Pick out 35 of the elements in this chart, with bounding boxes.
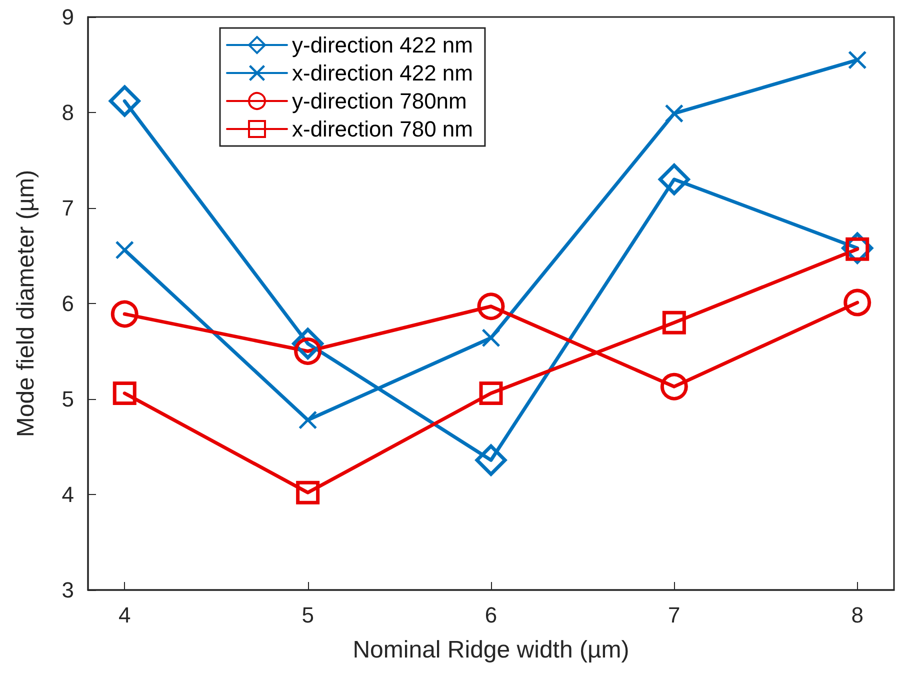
point bbox=[665, 104, 684, 122]
y-tick-label: 8 bbox=[62, 100, 74, 125]
point bbox=[660, 372, 688, 400]
point bbox=[298, 411, 317, 430]
point bbox=[844, 288, 872, 316]
y-tick-label: 6 bbox=[62, 291, 74, 316]
y-tick-label: 4 bbox=[62, 482, 74, 507]
point bbox=[848, 50, 866, 69]
point bbox=[292, 328, 324, 360]
point bbox=[116, 241, 134, 260]
legend-label: y-direction 780nm bbox=[292, 88, 467, 114]
x-tick-label: 7 bbox=[668, 602, 680, 628]
point bbox=[482, 328, 500, 347]
point bbox=[110, 300, 138, 328]
legend-label: x-direction 780 nm bbox=[292, 116, 473, 142]
y-tick-label: 7 bbox=[62, 196, 74, 220]
legend-label: x-direction 422 nm bbox=[292, 60, 473, 86]
x-tick-label: 4 bbox=[118, 602, 131, 628]
y-axis-title: Mode field diameter (µm) bbox=[12, 170, 40, 438]
point bbox=[477, 292, 505, 320]
x-tick-label: 5 bbox=[302, 602, 314, 628]
point bbox=[658, 164, 690, 196]
point bbox=[112, 382, 136, 406]
legend-label: y-direction 422 nm bbox=[292, 32, 473, 58]
x-tick-label: 6 bbox=[484, 602, 498, 628]
point bbox=[108, 85, 140, 117]
point bbox=[662, 310, 686, 334]
point bbox=[475, 444, 507, 476]
point bbox=[479, 382, 503, 406]
x-axis-title: Nominal Ridge width (µm) bbox=[352, 636, 630, 664]
y-tick-label: 3 bbox=[62, 578, 74, 602]
y-tick-label: 5 bbox=[62, 386, 74, 412]
y-tick-label: 9 bbox=[62, 4, 74, 30]
x-tick-label: 8 bbox=[851, 602, 864, 628]
point bbox=[296, 480, 320, 504]
